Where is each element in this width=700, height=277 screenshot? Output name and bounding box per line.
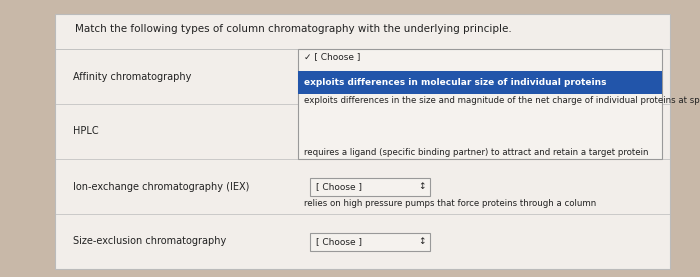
Text: exploits differences in molecular size of individual proteins: exploits differences in molecular size o… bbox=[304, 78, 606, 87]
FancyBboxPatch shape bbox=[310, 178, 430, 196]
FancyBboxPatch shape bbox=[298, 49, 662, 159]
Text: requires a ligand (specific binding partner) to attract and retain a target prot: requires a ligand (specific binding part… bbox=[304, 148, 648, 157]
FancyBboxPatch shape bbox=[298, 71, 662, 94]
Text: ↕: ↕ bbox=[419, 237, 426, 246]
Text: HPLC: HPLC bbox=[73, 127, 99, 137]
FancyBboxPatch shape bbox=[310, 232, 430, 250]
Text: Size-exclusion chromatography: Size-exclusion chromatography bbox=[73, 237, 226, 247]
Text: ✓ [ Choose ]: ✓ [ Choose ] bbox=[304, 52, 360, 61]
Text: ↕: ↕ bbox=[419, 182, 426, 191]
Text: [ Choose ]: [ Choose ] bbox=[316, 182, 362, 191]
Text: Match the following types of column chromatography with the underlying principle: Match the following types of column chro… bbox=[75, 24, 512, 34]
Text: Affinity chromatography: Affinity chromatography bbox=[73, 71, 191, 81]
FancyBboxPatch shape bbox=[55, 14, 670, 269]
Text: Ion-exchange chromatography (IEX): Ion-exchange chromatography (IEX) bbox=[73, 181, 249, 191]
Text: exploits differences in the size and magnitude of the net charge of individual p: exploits differences in the size and mag… bbox=[304, 96, 700, 105]
Text: relies on high pressure pumps that force proteins through a column: relies on high pressure pumps that force… bbox=[304, 199, 596, 209]
Text: [ Choose ]: [ Choose ] bbox=[316, 237, 362, 246]
